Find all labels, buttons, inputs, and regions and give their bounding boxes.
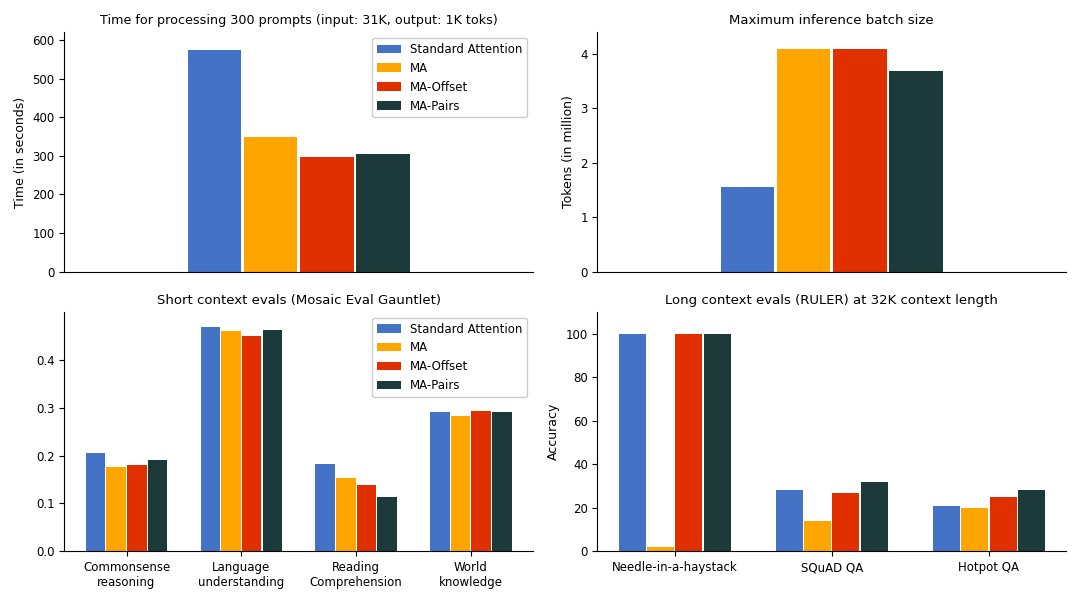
Title: Maximum inference batch size: Maximum inference batch size xyxy=(729,14,934,27)
Bar xyxy=(933,506,960,551)
Legend: Standard Attention, MA, MA-Offset, MA-Pairs: Standard Attention, MA, MA-Offset, MA-Pa… xyxy=(373,38,527,117)
Bar xyxy=(262,330,282,551)
Bar xyxy=(472,411,491,551)
Bar xyxy=(127,465,147,551)
Title: Long context evals (RULER) at 32K context length: Long context evals (RULER) at 32K contex… xyxy=(665,294,998,306)
Bar xyxy=(805,521,832,551)
Bar xyxy=(430,411,449,551)
Bar xyxy=(242,336,261,551)
Bar xyxy=(450,416,471,551)
Bar xyxy=(989,497,1016,551)
Legend: Standard Attention, MA, MA-Offset, MA-Pairs: Standard Attention, MA, MA-Offset, MA-Pa… xyxy=(373,318,527,397)
Bar xyxy=(244,137,297,272)
Bar xyxy=(833,493,860,551)
Bar xyxy=(85,453,106,551)
Bar xyxy=(647,547,674,551)
Title: Short context evals (Mosaic Eval Gauntlet): Short context evals (Mosaic Eval Gauntle… xyxy=(157,294,441,306)
Bar xyxy=(777,49,831,272)
Bar xyxy=(492,411,512,551)
Bar xyxy=(356,154,409,272)
Bar xyxy=(377,497,397,551)
Y-axis label: Accuracy: Accuracy xyxy=(546,403,559,460)
Bar xyxy=(148,460,167,551)
Bar xyxy=(300,157,353,272)
Bar xyxy=(890,71,943,272)
Bar xyxy=(833,49,887,272)
Bar xyxy=(961,508,988,551)
Bar xyxy=(704,333,730,551)
Bar xyxy=(356,485,376,551)
Bar xyxy=(720,188,774,272)
Bar xyxy=(201,327,220,551)
Bar xyxy=(336,478,355,551)
Title: Time for processing 300 prompts (input: 31K, output: 1K toks): Time for processing 300 prompts (input: … xyxy=(99,14,498,27)
Bar xyxy=(107,467,126,551)
Bar xyxy=(221,331,241,551)
Bar xyxy=(861,482,888,551)
Bar xyxy=(1018,490,1044,551)
Y-axis label: Tokens (in million): Tokens (in million) xyxy=(562,95,575,209)
Bar xyxy=(315,464,335,551)
Bar xyxy=(188,49,241,272)
Y-axis label: Time (in seconds): Time (in seconds) xyxy=(14,96,27,207)
Bar xyxy=(675,333,702,551)
Bar xyxy=(619,333,646,551)
Bar xyxy=(775,490,802,551)
